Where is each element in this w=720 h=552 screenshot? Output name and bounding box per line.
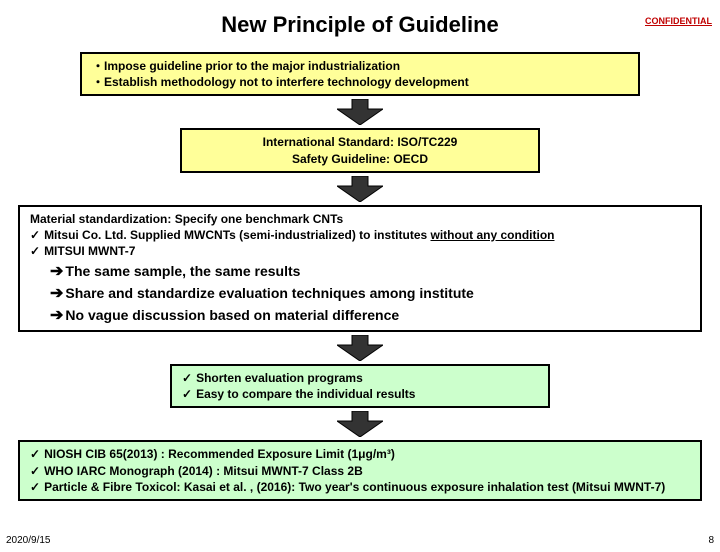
- box3-heading: Material standardization: Specify one be…: [30, 211, 690, 227]
- box5-item-3: ✓ Particle & Fibre Toxicol: Kasai et al.…: [30, 479, 690, 495]
- standard-line-1: International Standard: ISO/TC229: [192, 134, 528, 150]
- box3-item-2-text: MITSUI MWNT-7: [44, 243, 135, 259]
- check-icon: ✓: [30, 243, 40, 259]
- check-icon: ✓: [30, 479, 40, 495]
- right-arrow-icon: ➔: [50, 263, 63, 280]
- box-standards: International Standard: ISO/TC229 Safety…: [180, 128, 540, 172]
- page-title: New Principle of Guideline: [0, 12, 720, 38]
- box3-item-1-pre: Mitsui Co. Ltd. Supplied MWCNTs (semi-in…: [44, 228, 430, 242]
- box3-item-1-text: Mitsui Co. Ltd. Supplied MWCNTs (semi-in…: [44, 227, 554, 243]
- box3-result-1: ➔The same sample, the same results: [50, 261, 690, 283]
- check-icon: ✓: [182, 370, 192, 386]
- check-icon: ✓: [30, 227, 40, 243]
- box-principles: ・Impose guideline prior to the major ind…: [80, 52, 640, 96]
- box5-item-1: ✓ NIOSH CIB 65(2013) : Recommended Expos…: [30, 446, 690, 462]
- box4-item-2-text: Easy to compare the individual results: [196, 386, 415, 402]
- box3-result-3: ➔No vague discussion based on material d…: [50, 305, 690, 327]
- box-material-standardization: Material standardization: Specify one be…: [18, 205, 702, 332]
- check-icon: ✓: [30, 463, 40, 479]
- box3-item-1: ✓ Mitsui Co. Ltd. Supplied MWCNTs (semi-…: [30, 227, 690, 243]
- page-number: 8: [708, 535, 714, 546]
- right-arrow-icon: ➔: [50, 307, 63, 324]
- box-references: ✓ NIOSH CIB 65(2013) : Recommended Expos…: [18, 440, 702, 501]
- box5-item-3-text: Particle & Fibre Toxicol: Kasai et al. ,…: [44, 479, 665, 495]
- box5-item-2-text: WHO IARC Monograph (2014) : Mitsui MWNT-…: [44, 463, 363, 479]
- principle-line-2: ・Establish methodology not to interfere …: [92, 74, 628, 90]
- box3-item-1-under: without any condition: [431, 228, 555, 242]
- right-arrow-icon: ➔: [50, 285, 63, 302]
- box3-item-2: ✓ MITSUI MWNT-7: [30, 243, 690, 259]
- arrow-4: [337, 411, 383, 437]
- box5-item-2: ✓ WHO IARC Monograph (2014) : Mitsui MWN…: [30, 463, 690, 479]
- check-icon: ✓: [182, 386, 192, 402]
- confidential-label: CONFIDENTIAL: [645, 16, 712, 26]
- box-benefits: ✓ Shorten evaluation programs ✓ Easy to …: [170, 364, 550, 408]
- box4-item-2: ✓ Easy to compare the individual results: [182, 386, 538, 402]
- box4-item-1-text: Shorten evaluation programs: [196, 370, 363, 386]
- standard-line-2: Safety Guideline: OECD: [192, 151, 528, 167]
- arrow-1: [337, 99, 383, 125]
- diagram-content: ・Impose guideline prior to the major ind…: [0, 52, 720, 501]
- arrow-2: [337, 176, 383, 202]
- footer-date: 2020/9/15: [6, 535, 51, 546]
- arrow-3: [337, 335, 383, 361]
- principle-line-1: ・Impose guideline prior to the major ind…: [92, 58, 628, 74]
- box4-item-1: ✓ Shorten evaluation programs: [182, 370, 538, 386]
- box3-result-2: ➔Share and standardize evaluation techni…: [50, 283, 690, 305]
- box5-item-1-text: NIOSH CIB 65(2013) : Recommended Exposur…: [44, 446, 395, 462]
- check-icon: ✓: [30, 446, 40, 462]
